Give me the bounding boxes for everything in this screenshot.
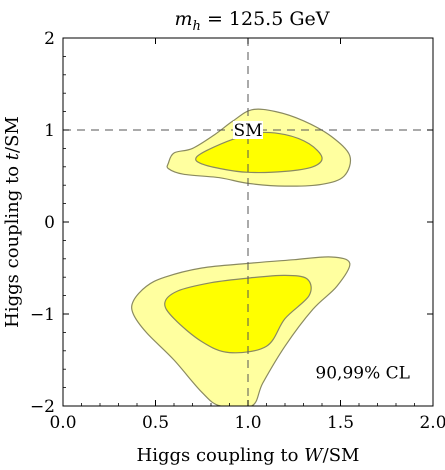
y-axis-title: Higgs coupling to t/SM — [2, 116, 23, 328]
y-tick-label: 2 — [44, 29, 55, 49]
region-upper-90 — [195, 131, 323, 174]
y-axis-ticks: −2 −1 0 1 2 — [30, 29, 433, 417]
sm-point-label: SM — [233, 121, 262, 141]
sm-label-background — [233, 121, 263, 139]
x-tick-label: 0.0 — [49, 413, 76, 433]
y-tick-label: 0 — [44, 213, 55, 233]
x-tick-label: 1.0 — [234, 413, 261, 433]
chart-title: mh = 125.5 GeV — [175, 8, 330, 34]
y-tick-label: −1 — [30, 305, 55, 325]
y-tick-label: 1 — [44, 121, 55, 141]
cl-annotation: 90,99% CL — [315, 363, 410, 383]
x-tick-label: 1.5 — [327, 413, 354, 433]
plot-frame — [62, 37, 434, 407]
confidence-regions — [131, 108, 352, 406]
region-lower-90 — [164, 274, 312, 354]
x-axis-ticks: 0.0 0.5 1.0 1.5 2.0 — [49, 38, 445, 433]
x-tick-label: 2.0 — [419, 413, 445, 433]
x-tick-label: 0.5 — [142, 413, 169, 433]
x-axis-title: Higgs coupling to W/SM — [137, 445, 360, 466]
y-tick-label: −2 — [30, 397, 55, 417]
